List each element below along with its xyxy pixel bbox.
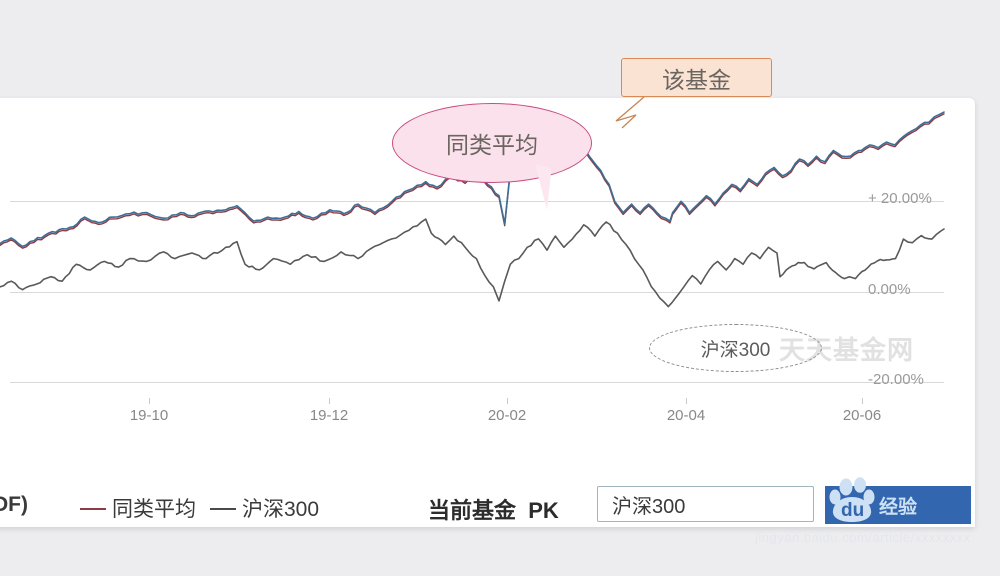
svg-text:经验: 经验	[879, 495, 918, 518]
svg-text:du: du	[841, 500, 864, 521]
